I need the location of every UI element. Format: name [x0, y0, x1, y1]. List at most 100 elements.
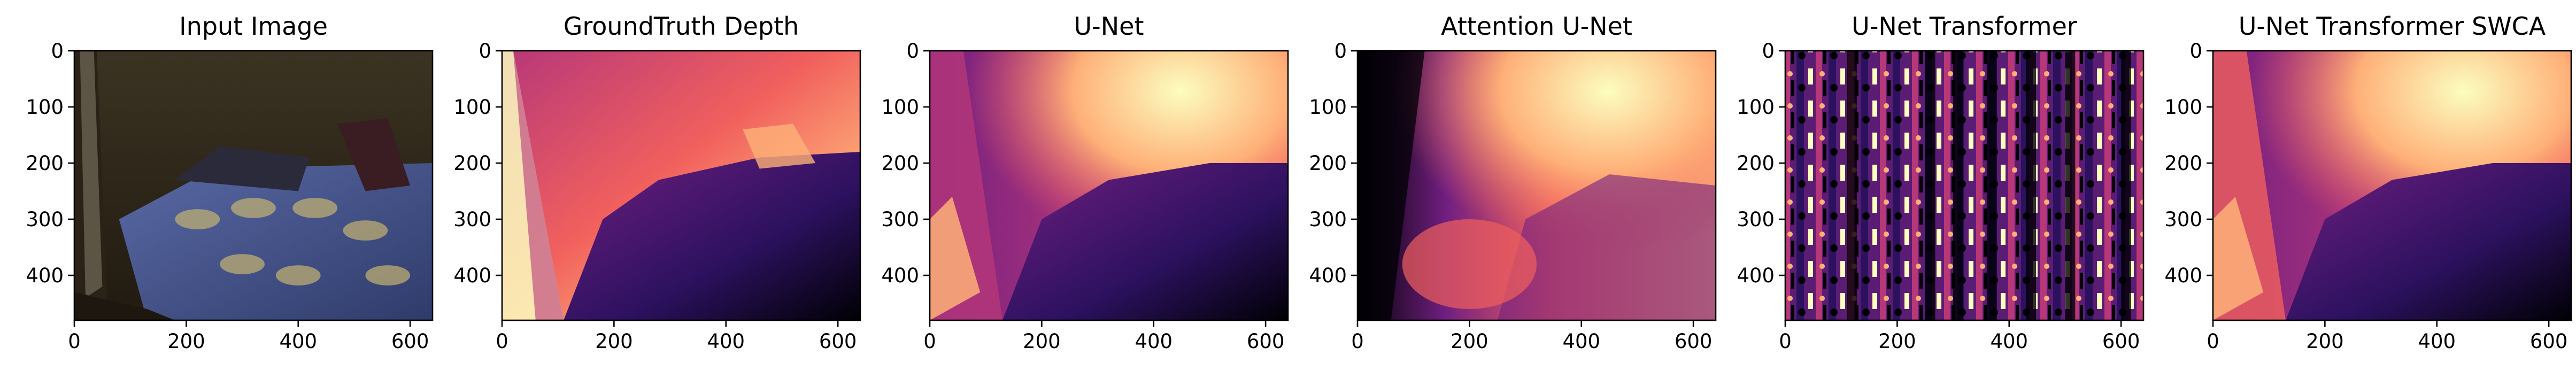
- axes-frame: [73, 50, 434, 321]
- panel-3: U-Net 0 200 400 600 0 100 200 300 400: [881, 12, 1289, 353]
- x-tick-label: 0: [923, 330, 936, 353]
- y-tick-label: 400: [2164, 264, 2202, 287]
- y-tick-label: 0: [906, 40, 919, 63]
- bed-region: [564, 152, 860, 320]
- x-tick-label: 600: [819, 330, 857, 353]
- bedspread-flower: [275, 265, 321, 286]
- panel-image: [930, 51, 1288, 320]
- panel-6: U-Net Transformer SWCA 0 200 400 600 0 100 200 3…: [2164, 12, 2572, 353]
- x-tick-label: 0: [2207, 330, 2219, 353]
- bag: [337, 118, 411, 191]
- panel-1: Input Image 0 200 400 600 0 100 200 300 400: [26, 12, 434, 353]
- y-tick-label: 400: [26, 264, 64, 287]
- x-tick-label: 200: [1023, 330, 1061, 353]
- artifact-column: [2065, 51, 2076, 320]
- x-tick-label: 600: [1247, 330, 1285, 353]
- far-object: [743, 124, 816, 169]
- artifact-column: [2121, 51, 2131, 320]
- y-tick-label: 200: [26, 152, 64, 175]
- y-tick-label: 0: [2189, 40, 2202, 63]
- y-tick-label: 300: [1737, 208, 1775, 231]
- door: [80, 51, 103, 298]
- panel-4: Attention U-Net 0 200 400 600 0 100 200 300 400: [1309, 12, 1717, 353]
- panel-image: [74, 51, 433, 320]
- panel-image: [502, 51, 860, 320]
- y-tick-label: 100: [881, 96, 919, 119]
- pillows: [175, 146, 310, 191]
- y-tick-label: 200: [1737, 152, 1775, 175]
- axes-frame: [501, 50, 861, 321]
- y-tick-label: 300: [26, 208, 64, 231]
- panel-title: Input Image: [179, 12, 328, 41]
- artifact-column: [1925, 51, 1935, 320]
- axes-frame: [1784, 50, 2145, 321]
- panel-5: U-Net Transformer 0 200 400 600 0 100 200 300 400: [1737, 12, 2145, 353]
- axes-frame: [929, 50, 1289, 321]
- y-tick-label: 0: [1762, 40, 1775, 63]
- x-tick-label: 0: [1779, 330, 1792, 353]
- near-floor: [2213, 197, 2264, 320]
- x-tick-label: 200: [167, 330, 205, 353]
- y-tick-label: 100: [1737, 96, 1775, 119]
- x-tick-label: 0: [496, 330, 508, 353]
- x-tick-label: 200: [1451, 330, 1488, 353]
- panel-title: Attention U-Net: [1441, 12, 1632, 41]
- panel-image: [2213, 51, 2571, 320]
- y-tick-label: 100: [1309, 96, 1347, 119]
- dark-wall: [1358, 51, 1425, 320]
- artifact-column: [2026, 51, 2036, 320]
- x-tick-label: 600: [2530, 330, 2568, 353]
- panel-image: [1358, 51, 1716, 320]
- bedspread-flower: [343, 220, 388, 241]
- x-tick-label: 600: [1675, 330, 1713, 353]
- x-tick-label: 200: [2306, 330, 2344, 353]
- panel-title: U-Net: [1074, 12, 1144, 41]
- panel-title: U-Net Transformer: [1852, 12, 2077, 41]
- y-tick-label: 100: [26, 96, 64, 119]
- y-tick-label: 200: [453, 152, 491, 175]
- y-tick-label: 0: [51, 40, 64, 63]
- artifact-column: [1986, 51, 1997, 320]
- axes-frame: [1356, 50, 1717, 321]
- x-tick-label: 0: [1351, 330, 1364, 353]
- noisy-depth: [1785, 51, 2143, 320]
- panel-title: GroundTruth Depth: [564, 12, 799, 41]
- y-tick-label: 100: [2164, 96, 2202, 119]
- panel-title: U-Net Transformer SWCA: [2239, 12, 2546, 41]
- door-edge: [513, 51, 564, 320]
- y-tick-label: 300: [881, 208, 919, 231]
- bedspread-flower: [231, 198, 276, 218]
- floor: [74, 292, 175, 320]
- y-tick-label: 300: [1309, 208, 1347, 231]
- bed-region: [2286, 163, 2571, 320]
- x-tick-label: 0: [68, 330, 81, 353]
- y-tick-label: 400: [453, 264, 491, 287]
- x-tick-label: 400: [279, 330, 317, 353]
- y-tick-label: 300: [2164, 208, 2202, 231]
- panel-image: [1785, 51, 2143, 320]
- y-tick-label: 200: [881, 152, 919, 175]
- bright-patch: [1402, 219, 1537, 309]
- artifact-column: [1847, 51, 1857, 320]
- y-tick-label: 200: [2164, 152, 2202, 175]
- y-tick-label: 0: [479, 40, 491, 63]
- x-tick-label: 200: [595, 330, 633, 353]
- x-tick-label: 400: [707, 330, 745, 353]
- y-tick-label: 0: [1334, 40, 1347, 63]
- bed-region: [1002, 163, 1288, 320]
- bed: [119, 163, 433, 320]
- x-tick-label: 400: [1990, 330, 2028, 353]
- bedspread-flower: [175, 209, 220, 229]
- y-tick-label: 300: [453, 208, 491, 231]
- axes-frame: [2212, 50, 2572, 321]
- y-tick-label: 400: [881, 264, 919, 287]
- y-tick-label: 100: [453, 96, 491, 119]
- bedspread-flower: [365, 265, 411, 286]
- x-tick-label: 200: [1878, 330, 1916, 353]
- artifact-column: [1953, 51, 1963, 320]
- x-tick-label: 600: [2102, 330, 2140, 353]
- x-tick-label: 400: [1135, 330, 1173, 353]
- y-tick-label: 200: [1309, 152, 1347, 175]
- bed-region: [1497, 174, 1716, 320]
